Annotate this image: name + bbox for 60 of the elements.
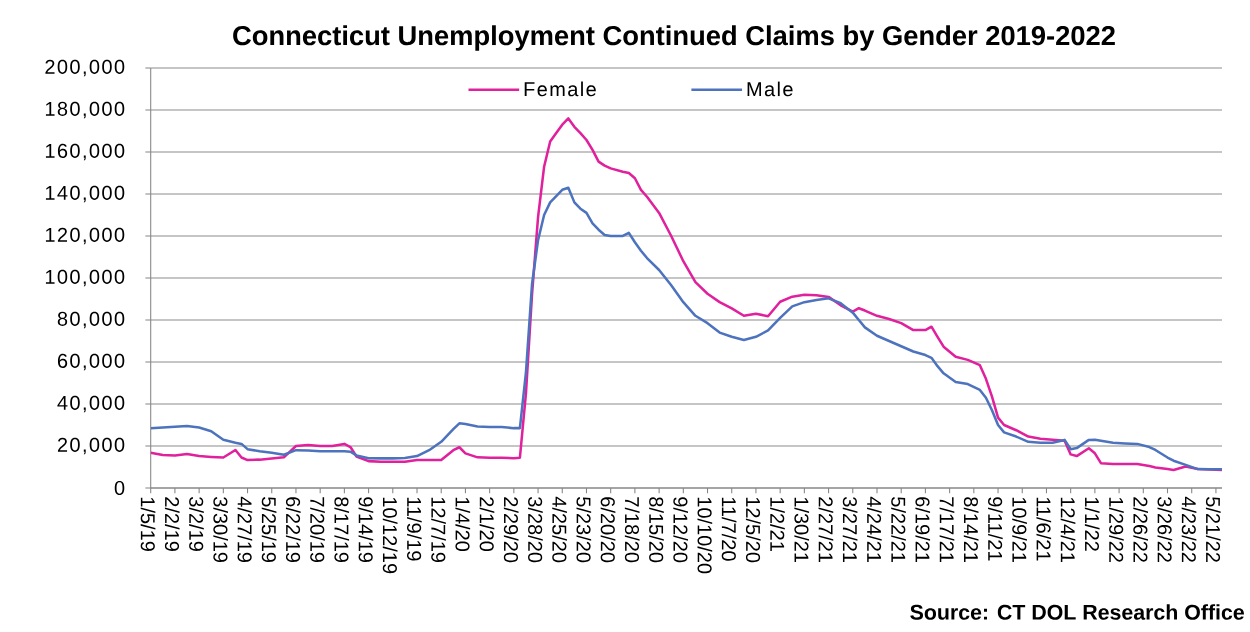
x-tick-label: 4/23/22 [1181, 496, 1197, 562]
x-tick-label: 1/1/22 [1084, 497, 1100, 551]
x-tick-label: 12/5/20 [745, 497, 761, 563]
source-note: Source: CT DOL Research Office [910, 604, 1244, 620]
x-tick-label: 3/28/20 [528, 497, 543, 563]
x-tick-label: 9/14/19 [358, 497, 374, 563]
x-tick-label: 4/24/21 [866, 496, 882, 562]
x-tick-label: 3/27/21 [842, 497, 858, 562]
y-tick-label: 20,000 [57, 437, 125, 455]
x-tick-label: 6/19/21 [915, 497, 931, 562]
x-tick-label: 7/20/19 [310, 497, 325, 563]
x-tick-label: 3/30/19 [213, 497, 229, 563]
x-tick-label: 1/30/21 [794, 497, 810, 562]
x-tick-label: 1/5/19 [140, 497, 156, 551]
y-tick-label: 120,000 [45, 227, 125, 245]
x-tick-label: 3/26/22 [1157, 497, 1173, 562]
x-tick-label: 12/4/21 [1060, 497, 1076, 562]
x-tick-label: 2/29/20 [503, 497, 519, 563]
x-tick-label: 3/2/19 [189, 497, 204, 551]
x-tick-label: 7/17/21 [939, 497, 955, 562]
y-tick-label: 80,000 [57, 311, 125, 329]
x-tick-label: 6/20/20 [600, 497, 616, 563]
x-tick-label: 10/12/19 [382, 497, 398, 574]
y-tick-label: 140,000 [45, 185, 125, 203]
x-tick-label: 1/29/22 [1109, 497, 1124, 562]
x-tick-label: 12/7/19 [431, 497, 446, 563]
y-tick-label: 100,000 [45, 269, 125, 287]
x-tick-label: 5/22/21 [891, 497, 906, 562]
x-tick-label: 1/4/20 [455, 497, 471, 552]
x-tick-label: 9/11/21 [988, 497, 1003, 561]
legend-label: Male [747, 81, 793, 97]
x-tick-label: 11/9/19 [407, 497, 422, 561]
x-tick-label: 5/23/20 [576, 497, 592, 563]
x-tick-label: 2/1/20 [479, 497, 495, 552]
x-tick-label: 8/15/20 [649, 497, 664, 563]
x-tick-label: 11/6/21 [1036, 497, 1052, 561]
x-tick-label: 5/25/19 [261, 497, 277, 563]
y-tick-label: 200,000 [45, 59, 125, 77]
x-tick-label: 11/7/20 [721, 497, 737, 561]
x-tick-label: 9/12/20 [673, 497, 688, 563]
x-tick-label: 2/26/22 [1133, 497, 1148, 562]
x-tick-label: 5/21/22 [1205, 497, 1221, 562]
x-tick-label: 1/2/21 [770, 497, 785, 551]
x-tick-label: 10/9/21 [1012, 497, 1027, 562]
x-tick-label: 4/25/20 [552, 496, 567, 563]
y-tick-label: 160,000 [45, 143, 125, 161]
x-tick-label: 8/14/21 [963, 497, 979, 562]
y-tick-label: 40,000 [57, 395, 125, 413]
y-tick-label: 0 [114, 480, 125, 496]
x-tick-label: 2/27/21 [818, 497, 834, 562]
x-tick-label: 7/18/20 [624, 497, 640, 563]
chart-title: Connecticut Unemployment Continued Claims by Gender 2019-2022 [233, 25, 1115, 51]
x-tick-label: 2/2/19 [164, 497, 180, 551]
legend-label: Female [524, 81, 596, 97]
y-tick-label: 60,000 [57, 353, 125, 371]
y-tick-label: 180,000 [45, 101, 125, 119]
x-tick-label: 6/22/19 [285, 497, 301, 563]
x-tick-label: 10/10/20 [697, 497, 713, 574]
x-tick-label: 8/17/19 [334, 497, 350, 563]
x-tick-label: 4/27/19 [237, 496, 253, 563]
